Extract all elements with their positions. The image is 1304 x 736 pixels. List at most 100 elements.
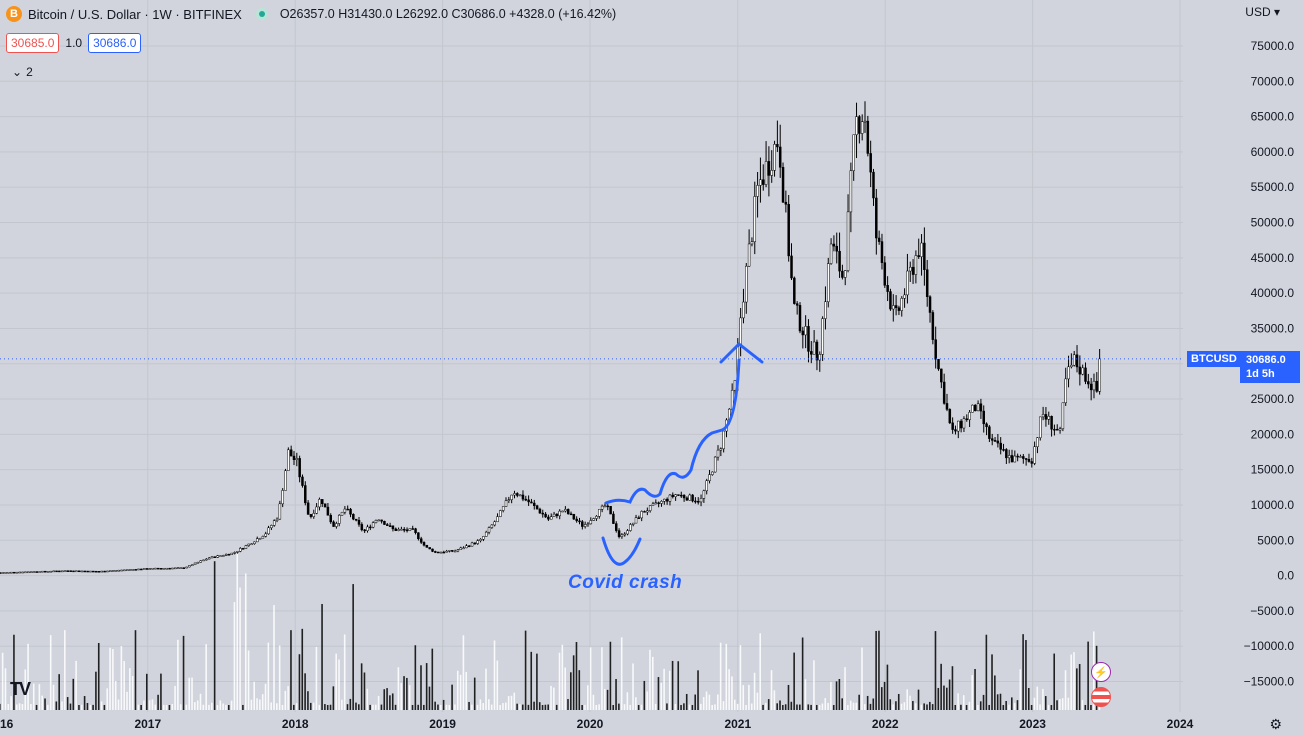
volume-bar: [674, 703, 677, 710]
candle-body: [405, 529, 409, 532]
volume-bar: [561, 644, 564, 710]
gear-icon[interactable]: ⚙: [1269, 716, 1282, 732]
tradingview-logo[interactable]: TV: [10, 679, 31, 699]
volume-bar: [1008, 704, 1010, 710]
volume-bar: [471, 704, 473, 710]
candle-body: [996, 440, 1000, 444]
candle-body: [566, 509, 570, 515]
volume-bar: [793, 652, 795, 710]
x-tick-label: 2023: [1019, 717, 1046, 731]
candle-body: [911, 266, 915, 275]
volume-bar: [307, 691, 309, 710]
candle-body: [894, 305, 898, 308]
candle-body: [383, 520, 386, 525]
candle-body: [982, 410, 985, 425]
candle-body: [1089, 383, 1093, 391]
volume-bar: [32, 683, 35, 710]
covid-dip-curve: [601, 536, 642, 566]
volume-bar: [694, 694, 697, 710]
candle-body: [654, 502, 658, 505]
candle-body: [699, 498, 703, 503]
sell-button[interactable]: 30685.0: [6, 33, 60, 53]
volume-bar: [620, 637, 623, 710]
currency-selector[interactable]: USD ▾: [1245, 5, 1280, 19]
candle-body: [713, 456, 717, 473]
volume-bar: [666, 703, 668, 710]
volume-bar: [962, 695, 965, 710]
volume-bar: [940, 663, 942, 710]
candle-body: [928, 296, 932, 313]
volume-bar: [776, 703, 778, 710]
candle-body: [812, 341, 816, 355]
volume-bar: [30, 703, 32, 710]
candle-body: [1005, 449, 1008, 459]
candle-body: [323, 503, 327, 508]
candle-body: [436, 551, 440, 554]
candle-body: [609, 506, 612, 515]
volume-bar: [372, 704, 374, 710]
lightning-icon[interactable]: ⚡: [1091, 662, 1111, 682]
candle-body: [1024, 458, 1028, 460]
volume-bar: [1013, 702, 1016, 710]
volume-bar: [216, 704, 219, 710]
volume-bar: [1039, 704, 1041, 710]
candle-body: [677, 494, 680, 496]
candle-body: [55, 570, 58, 573]
y-tick-label: 5000.0: [1257, 533, 1294, 547]
candle-body: [770, 170, 773, 176]
volume-bar: [767, 699, 770, 710]
candle-body: [569, 513, 573, 516]
candle-body: [564, 509, 567, 512]
candle-body: [63, 570, 67, 572]
candle-body: [518, 494, 522, 497]
y-tick-label: −5000.0: [1250, 604, 1294, 618]
volume-bar: [892, 704, 894, 710]
volume-bar: [722, 701, 725, 710]
candle-body: [827, 263, 830, 302]
candle-body: [120, 569, 123, 572]
candle-body: [773, 144, 776, 171]
candle-body: [668, 494, 672, 502]
candle-body: [510, 494, 513, 500]
candle-body: [154, 567, 157, 570]
candle-body: [151, 567, 154, 570]
candle-body: [264, 533, 267, 537]
price-axis[interactable]: 75000.0 70000.0 65000.0 60000.0 55000.0 50000…: [1244, 39, 1295, 689]
candle-body: [629, 524, 632, 531]
us-flag-icon[interactable]: [1091, 687, 1111, 707]
candle-body: [27, 571, 30, 574]
candle-body: [586, 523, 590, 526]
candle-body: [140, 568, 143, 571]
candle-body: [357, 520, 361, 525]
candle-body: [843, 270, 847, 278]
volume-bar: [281, 704, 284, 710]
candle-body: [332, 521, 335, 527]
volume-bar: [733, 699, 736, 710]
candle-body: [1098, 358, 1101, 392]
candle-body: [815, 341, 819, 361]
volume-bar: [875, 630, 877, 710]
candle-body: [142, 568, 146, 570]
volume-bar: [1078, 664, 1081, 710]
volume-bar: [960, 704, 962, 710]
covid-crash-label[interactable]: Covid crash: [568, 572, 683, 593]
volume-bar: [889, 699, 892, 710]
time-axis[interactable]: 16 2017 2018 2019 2020 2021 2022 2023 2024: [0, 717, 1194, 731]
candle-body: [976, 403, 980, 412]
symbol-title[interactable]: Bitcoin / U.S. Dollar · 1W · BITFINEX: [28, 6, 242, 22]
candle-body: [182, 567, 185, 569]
indicators-toggle[interactable]: ⌄ 2: [12, 65, 33, 79]
volume-bar: [403, 676, 405, 710]
candle-body: [434, 551, 437, 553]
volume-bar: [493, 640, 496, 710]
candle-body: [547, 516, 550, 520]
candle-body: [190, 564, 194, 567]
candle-body: [431, 548, 434, 552]
buy-button[interactable]: 30686.0: [88, 33, 142, 53]
candles: [0, 101, 1101, 574]
candle-body: [1072, 354, 1076, 366]
volume-bar: [346, 704, 349, 710]
candle-body: [795, 303, 799, 306]
volume-bar: [165, 704, 168, 710]
